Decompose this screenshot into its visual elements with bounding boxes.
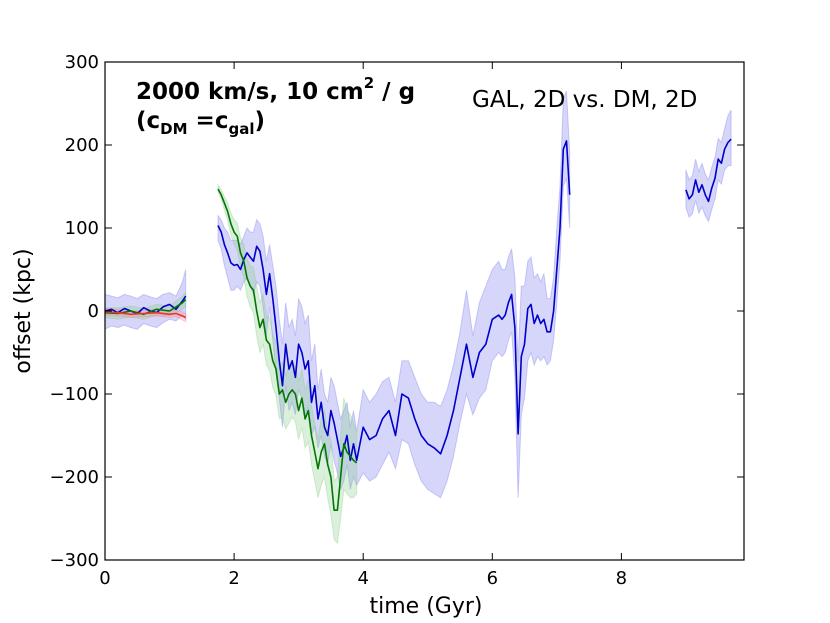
x-tick-label: 2 [228,568,239,589]
line-green [217,188,358,512]
tick-labels: 0 2 4 6 8 300 200 100 0 −100 −200 −300 [50,52,628,589]
band-green [217,183,358,545]
uncertainty-bands [104,90,732,545]
x-tick-label: 0 [99,568,110,589]
line-early-red [104,311,187,319]
annotation-subscript-gal: gal [228,120,254,138]
y-tick-label: 200 [65,135,99,156]
y-tick-label: 0 [88,301,99,322]
band-blue [217,90,571,499]
x-tick-label: 4 [357,568,368,589]
y-tick-label: 100 [65,218,99,239]
y-tick-label: −300 [50,550,99,571]
line-blue [217,140,571,462]
annotation-line-1: 2000 km/s, 10 cm2 / g [136,74,415,105]
x-tick-label: 8 [616,568,627,589]
axis-ticks [104,61,744,561]
y-axis-label: offset (kpc) [11,248,36,373]
line-late-blue [685,138,732,203]
annotation-superscript: 2 [364,74,374,92]
x-axis-label: time (Gyr) [370,594,483,619]
y-tick-label: −200 [50,467,99,488]
annotation-subscript-dm: DM [160,120,187,138]
annotation-right: GAL, 2D vs. DM, 2D [472,87,697,113]
series-lines [104,138,732,512]
band-late-blue [685,109,732,223]
band-early-blue [104,269,187,331]
annotation-line-2: (cDM =cgal) [136,108,265,138]
y-tick-label: 300 [65,52,99,73]
x-tick-label: 6 [487,568,498,589]
y-tick-label: −100 [50,384,99,405]
